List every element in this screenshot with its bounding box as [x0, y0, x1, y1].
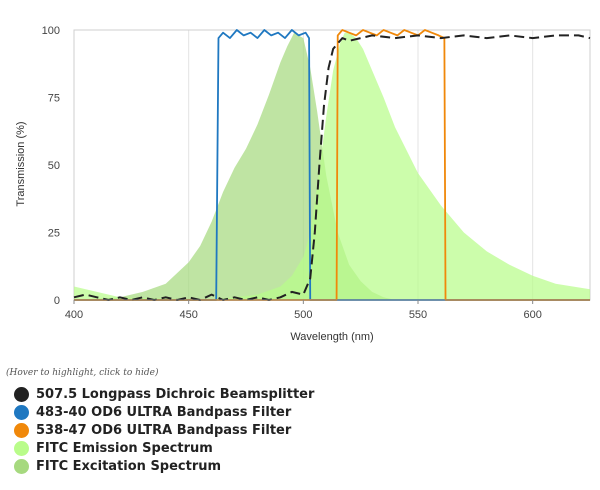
series-area-fitc-emission-spectrum[interactable] [74, 32, 590, 300]
legend-dot [14, 422, 29, 438]
series-layer[interactable] [73, 29, 591, 301]
x-tick-label: 550 [409, 309, 427, 321]
legend-hint: (Hover to highlight, click to hide) [6, 368, 159, 378]
legend-label: 507.5 Longpass Dichroic Beamsplitter [36, 386, 315, 402]
legend-item-dichroic[interactable]: 507.5 Longpass Dichroic Beamsplitter [14, 385, 314, 403]
legend-label: FITC Emission Spectrum [36, 440, 213, 456]
series-line-538-47-od6-ultra-bandpass-filter[interactable] [74, 29, 590, 301]
legend-label: FITC Excitation Spectrum [36, 458, 222, 474]
legend: 507.5 Longpass Dichroic Beamsplitter 483… [14, 385, 314, 475]
legend-label: 483-40 OD6 ULTRA Bandpass Filter [36, 404, 292, 420]
y-tick-label: 100 [42, 25, 60, 37]
legend-dot [14, 404, 29, 420]
x-axis-label: Wavelength (nm) [290, 331, 373, 343]
y-tick-label: 25 [48, 228, 60, 240]
legend-item-fitc-emission[interactable]: FITC Emission Spectrum [14, 439, 314, 457]
y-tick-label: 0 [54, 295, 60, 307]
legend-dot [14, 386, 29, 402]
axes: 400 450 500 550 600 0 25 50 75 100 [42, 25, 590, 321]
x-tick-label: 500 [294, 309, 312, 321]
y-axis-label: Transmission (%) [15, 121, 27, 206]
y-tick-label: 50 [48, 160, 60, 172]
legend-item-538-bandpass[interactable]: 538-47 OD6 ULTRA Bandpass Filter [14, 421, 314, 439]
x-tick-label: 450 [179, 309, 197, 321]
x-tick-label: 600 [523, 309, 541, 321]
y-tick-label: 75 [48, 93, 60, 105]
spectrum-chart: 400 450 500 550 600 0 25 50 75 100 Wavelength (nm… [15, 25, 591, 343]
legend-dot [14, 458, 29, 474]
series-line-483-40-od6-ultra-bandpass-filter[interactable] [74, 29, 590, 301]
x-tick-label: 400 [65, 309, 83, 321]
legend-item-483-bandpass[interactable]: 483-40 OD6 ULTRA Bandpass Filter [14, 403, 314, 421]
legend-dot [14, 440, 29, 456]
legend-item-fitc-excitation[interactable]: FITC Excitation Spectrum [14, 457, 314, 475]
legend-label: 538-47 OD6 ULTRA Bandpass Filter [36, 422, 292, 438]
